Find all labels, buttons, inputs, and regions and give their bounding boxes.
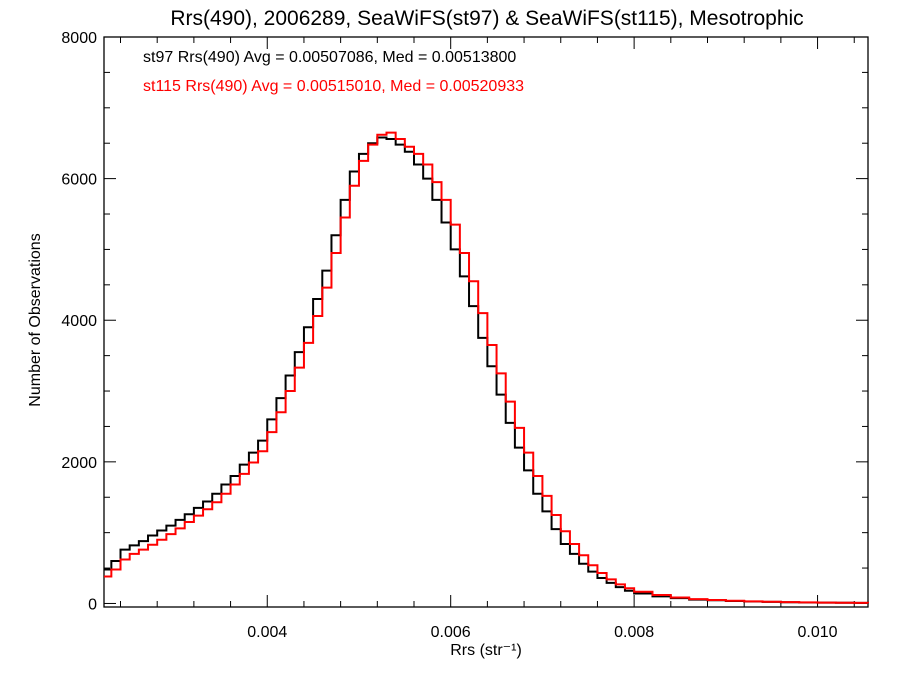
y-axis-label: Number of Observations <box>27 233 44 406</box>
y-tick-label: 8000 <box>61 30 97 47</box>
series-line-st97 <box>104 136 869 604</box>
chart-title: Rrs(490), 2006289, SeaWiFS(st97) & SeaWi… <box>170 7 803 30</box>
legend: st97 Rrs(490) Avg = 0.00507086, Med = 0.… <box>143 49 524 95</box>
series-line-st115 <box>104 131 869 604</box>
x-tick-label: 0.006 <box>431 624 471 641</box>
plot-frame <box>103 36 869 608</box>
x-tick-label: 0.008 <box>614 624 654 641</box>
y-tick-label: 4000 <box>61 313 97 330</box>
y-tick-label: 6000 <box>61 172 97 189</box>
axis-ticks: 0.004 0.006 0.008 0.010 0 2000 4000 6000 8000 <box>61 30 868 641</box>
y-tick-label: 0 <box>88 596 97 613</box>
legend-entry-st115: st115 Rrs(490) Avg = 0.00515010, Med = 0… <box>143 78 524 95</box>
legend-entry-st97: st97 Rrs(490) Avg = 0.00507086, Med = 0.… <box>143 49 516 66</box>
series-layer <box>104 131 869 604</box>
plot-border <box>103 36 869 608</box>
y-tick-label: 2000 <box>61 455 97 472</box>
x-tick-label: 0.010 <box>798 624 838 641</box>
x-tick-label: 0.004 <box>247 624 287 641</box>
x-axis-label: Rrs (str⁻¹) <box>450 642 522 659</box>
